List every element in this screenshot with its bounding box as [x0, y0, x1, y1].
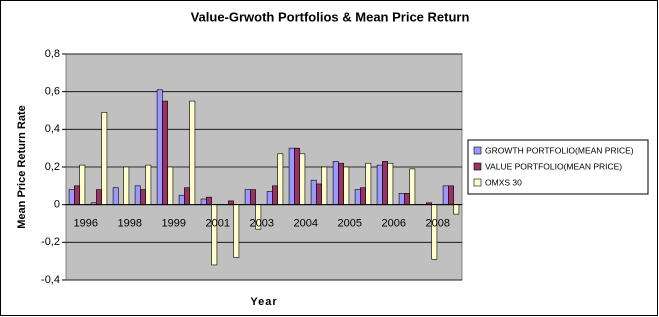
- bar: [250, 189, 256, 205]
- bar: [387, 162, 394, 205]
- bar: [68, 189, 75, 205]
- bar: [189, 100, 196, 205]
- bar: [398, 193, 405, 205]
- bar: [288, 147, 295, 205]
- x-tick-label: 2005: [338, 218, 362, 230]
- x-tick-label: 1998: [118, 218, 142, 230]
- y-axis-title: Mean Price Return Rate: [16, 105, 28, 228]
- bar: [409, 168, 416, 205]
- legend-swatch: [473, 178, 482, 187]
- y-tick-label: 0,8: [45, 48, 60, 60]
- bar: [178, 194, 185, 205]
- x-tick-label: 1996: [74, 218, 98, 230]
- bar: [343, 166, 350, 205]
- bar: [244, 189, 251, 205]
- x-tick-label: 2004: [294, 218, 318, 230]
- bar: [294, 147, 300, 205]
- bar: [123, 166, 130, 205]
- bar: [96, 189, 102, 205]
- bar: [404, 193, 410, 205]
- y-tick-label: 0,4: [45, 123, 60, 135]
- bar: [360, 187, 366, 205]
- bar: [140, 189, 146, 205]
- x-tick-label: 2008: [426, 218, 450, 230]
- x-axis-title: Year: [250, 296, 277, 308]
- y-tick-label: -0,2: [41, 236, 60, 248]
- bar: [376, 164, 383, 205]
- bar: [365, 162, 372, 205]
- x-tick-label: 1999: [162, 218, 186, 230]
- y-tick-label: -0,4: [41, 274, 60, 286]
- bar: [448, 185, 454, 205]
- bar: [299, 153, 306, 205]
- legend-label: OMXS 30: [485, 177, 522, 187]
- bar: [316, 183, 322, 205]
- x-tick-label: 2003: [250, 218, 274, 230]
- bar: [145, 164, 152, 205]
- y-tick-label: 0,2: [45, 161, 60, 173]
- bar: [338, 162, 344, 205]
- bar: [167, 166, 174, 205]
- x-tick-label: 2001: [206, 218, 230, 230]
- legend-swatch: [473, 146, 482, 155]
- bar: [272, 185, 278, 205]
- bar: [79, 164, 86, 205]
- chart-title: Value-Grwoth Portfolios & Mean Price Ret…: [191, 9, 470, 24]
- bar: [321, 166, 328, 205]
- bar: [74, 185, 80, 205]
- bar: [184, 187, 190, 205]
- bar: [211, 204, 218, 266]
- bar: [156, 89, 163, 205]
- bar: [228, 200, 234, 205]
- bar: [431, 204, 438, 260]
- bar: [112, 187, 119, 205]
- x-tick-label: 2006: [382, 218, 406, 230]
- legend-swatch: [473, 162, 482, 171]
- y-tick-label: 0,6: [45, 86, 60, 98]
- bar: [162, 100, 168, 205]
- bar: [442, 185, 449, 205]
- legend-box: [467, 139, 649, 195]
- bar: [453, 204, 460, 215]
- bar: [206, 196, 212, 205]
- bar: [134, 185, 141, 205]
- bar: [233, 204, 240, 258]
- bar: [277, 153, 284, 205]
- bar: [310, 179, 317, 205]
- y-tick-label: 0: [54, 199, 60, 211]
- legend-label: VALUE PORTFOLIO(MEAN PRICE): [485, 161, 622, 171]
- bar: [266, 191, 273, 205]
- bar: [101, 112, 108, 205]
- bar: [382, 161, 388, 205]
- legend-label: GROWTH PORTFOLIO(MEAN PRICE): [485, 145, 634, 155]
- bar: [354, 189, 361, 205]
- bar: [200, 198, 207, 205]
- bar: [332, 161, 339, 205]
